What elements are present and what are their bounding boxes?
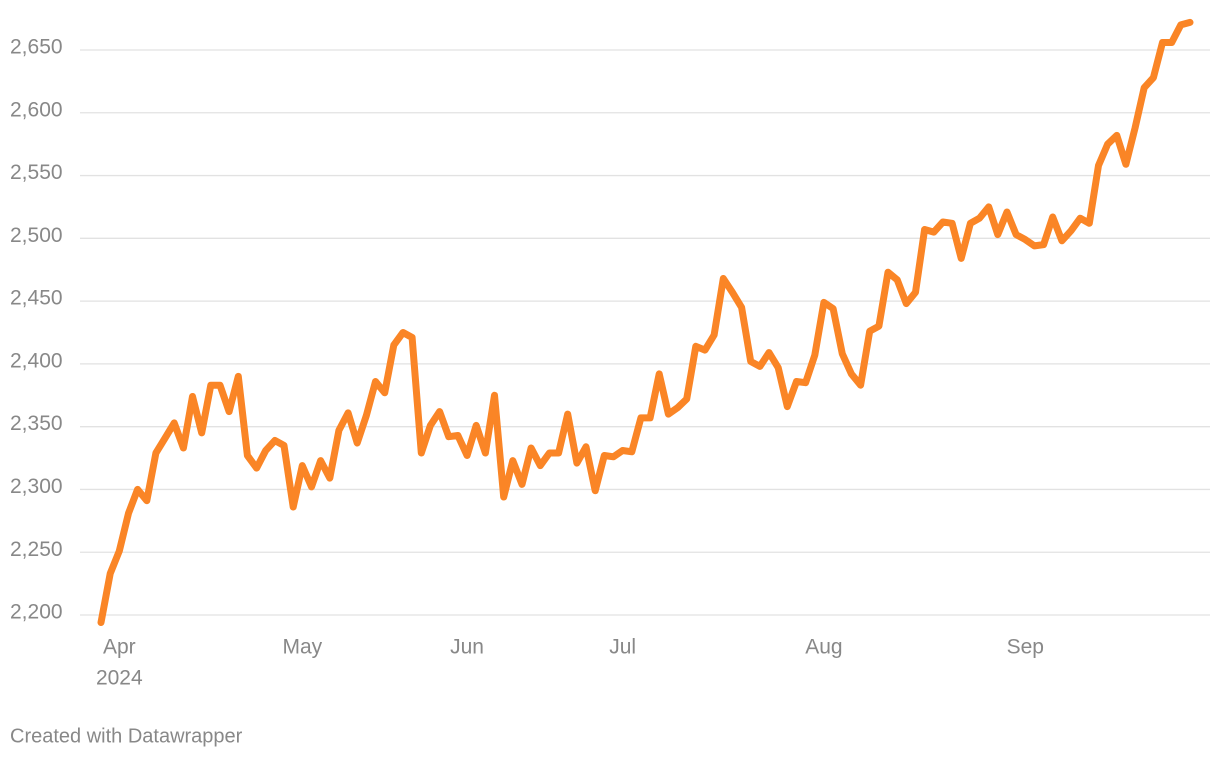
- x-tick-label: Jun: [450, 636, 484, 659]
- y-tick-label: 2,450: [10, 287, 63, 310]
- x-tick-label: Jul: [609, 636, 636, 659]
- x-tick-label: Sep: [1007, 636, 1044, 659]
- y-tick-label: 2,500: [10, 224, 63, 247]
- x-tick-label: Aug: [805, 636, 842, 659]
- y-tick-label: 2,300: [10, 475, 63, 498]
- x-tick-label: Apr: [103, 636, 136, 659]
- y-tick-label: 2,250: [10, 538, 63, 561]
- y-tick-label: 2,650: [10, 36, 63, 59]
- y-tick-label: 2,600: [10, 98, 63, 121]
- footer: Created with Datawrapper: [10, 725, 243, 747]
- y-tick-label: 2,200: [10, 601, 63, 624]
- y-tick-label: 2,400: [10, 349, 63, 372]
- y-tick-label: 2,550: [10, 161, 63, 184]
- x-tick-label: May: [282, 636, 322, 659]
- y-tick-label: 2,350: [10, 412, 63, 435]
- year-label: 2024: [96, 667, 143, 690]
- line: [97, 18, 1194, 626]
